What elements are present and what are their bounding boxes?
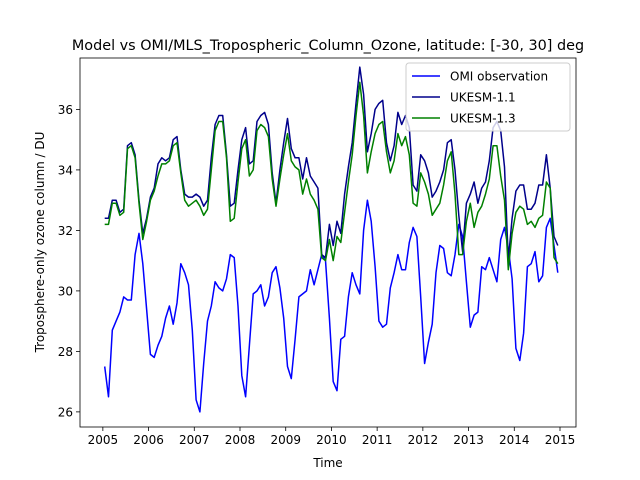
x-tick-label: 2007 xyxy=(179,433,210,447)
series-line-0 xyxy=(103,199,559,413)
y-tick-label: 32 xyxy=(58,224,73,238)
legend-label-1: UKESM-1.1 xyxy=(450,91,516,105)
x-tick-label: 2009 xyxy=(270,433,301,447)
y-axis-label: Troposphere-only ozone column / DU xyxy=(33,132,47,354)
series-line-2 xyxy=(104,81,559,271)
y-tick-label: 26 xyxy=(58,405,73,419)
x-tick-label: 2008 xyxy=(225,433,256,447)
y-tick-label: 34 xyxy=(58,163,73,177)
y-tick-label: 36 xyxy=(58,103,73,117)
x-tick-label: 2006 xyxy=(133,433,164,447)
legend-label-2: UKESM-1.3 xyxy=(450,112,516,126)
x-tick-label: 2013 xyxy=(453,433,484,447)
x-tick-label: 2015 xyxy=(545,433,576,447)
legend: OMI observation UKESM-1.1 UKESM-1.3 xyxy=(405,62,571,132)
x-tick-label: 2005 xyxy=(88,433,119,447)
x-axis-label: Time xyxy=(312,456,342,470)
chart-title: Model vs OMI/MLS_Tropospheric_Column_Ozo… xyxy=(72,38,584,54)
x-tick-label: 2010 xyxy=(316,433,347,447)
y-tick-label: 30 xyxy=(58,284,73,298)
legend-frame xyxy=(405,62,571,132)
y-tick-label: 28 xyxy=(58,345,73,359)
x-tick-label: 2011 xyxy=(362,433,393,447)
x-tick-label: 2012 xyxy=(408,433,439,447)
x-axis: 2005 2006 2007 2008 2009 2010 2011 2012 2013 2014… xyxy=(88,427,576,447)
legend-label-0: OMI observation xyxy=(450,70,548,84)
plot-frame xyxy=(79,57,577,428)
x-tick-label: 2014 xyxy=(499,433,530,447)
y-axis: 26 28 30 32 34 36 xyxy=(58,103,80,419)
plot-series xyxy=(103,66,559,413)
